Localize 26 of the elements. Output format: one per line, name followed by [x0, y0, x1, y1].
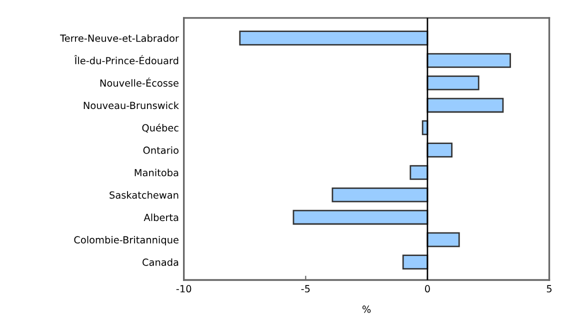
y-tick-label: Canada [142, 258, 178, 266]
bar [426, 232, 460, 248]
y-tick-label: Nouvelle-Écosse [100, 78, 178, 87]
bar [292, 210, 428, 225]
y-tick-label: Terre-Neuve-et-Labrador [60, 34, 179, 42]
y-tick-label: Manitoba [134, 168, 178, 176]
x-tick-label: 0 [425, 285, 430, 292]
bar [332, 187, 428, 202]
bar [410, 165, 428, 180]
y-tick-label: Saskatchewan [110, 191, 178, 199]
bar [426, 142, 453, 158]
y-tick-label: Québec [142, 124, 178, 133]
y-tick-label: Ontario [143, 146, 178, 154]
bar [426, 53, 511, 68]
bar [426, 98, 504, 113]
bar [239, 30, 428, 46]
y-tick-label: Colombie-Britannique [74, 236, 178, 246]
x-axis-title: % [362, 306, 371, 313]
bar [402, 254, 428, 270]
bar [426, 75, 480, 90]
x-tick-label: 5 [546, 285, 552, 292]
y-tick-label: Alberta [144, 214, 178, 222]
y-tick-label: Île-du-Prince-Édouard [74, 55, 178, 64]
x-tick-label: -5 [301, 285, 310, 292]
x-tick-label: -10 [176, 285, 192, 292]
y-tick-label: Nouveau-Brunswick [84, 102, 179, 110]
